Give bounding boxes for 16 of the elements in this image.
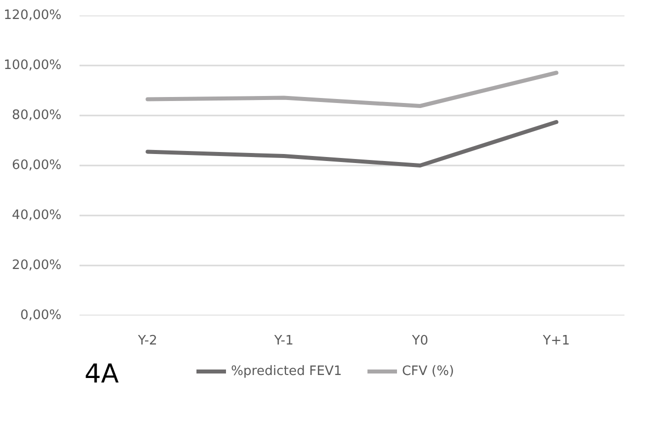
y-tick-label: 20,00% xyxy=(12,258,62,273)
text: 4A xyxy=(84,360,120,390)
line-series xyxy=(146,70,558,108)
x-tick-label: Y-2 xyxy=(136,334,158,348)
y-tick-label: 0,00% xyxy=(20,308,62,323)
x-tick-label: Y0 xyxy=(411,334,428,348)
legend-label: %predicted FEV1 xyxy=(230,364,342,378)
y-tick-label: 100,00% xyxy=(4,58,62,73)
x-tick-label: Y+1 xyxy=(542,334,570,348)
y-tick-label: 40,00% xyxy=(12,208,62,223)
y-tick-label: 120,00% xyxy=(4,8,62,23)
line-series xyxy=(146,120,558,168)
y-tick-label: 80,00% xyxy=(12,108,62,123)
x-tick-label: Y-1 xyxy=(273,334,294,348)
legend-label: CFV (%) xyxy=(402,364,454,378)
y-tick-label: 60,00% xyxy=(12,158,62,173)
